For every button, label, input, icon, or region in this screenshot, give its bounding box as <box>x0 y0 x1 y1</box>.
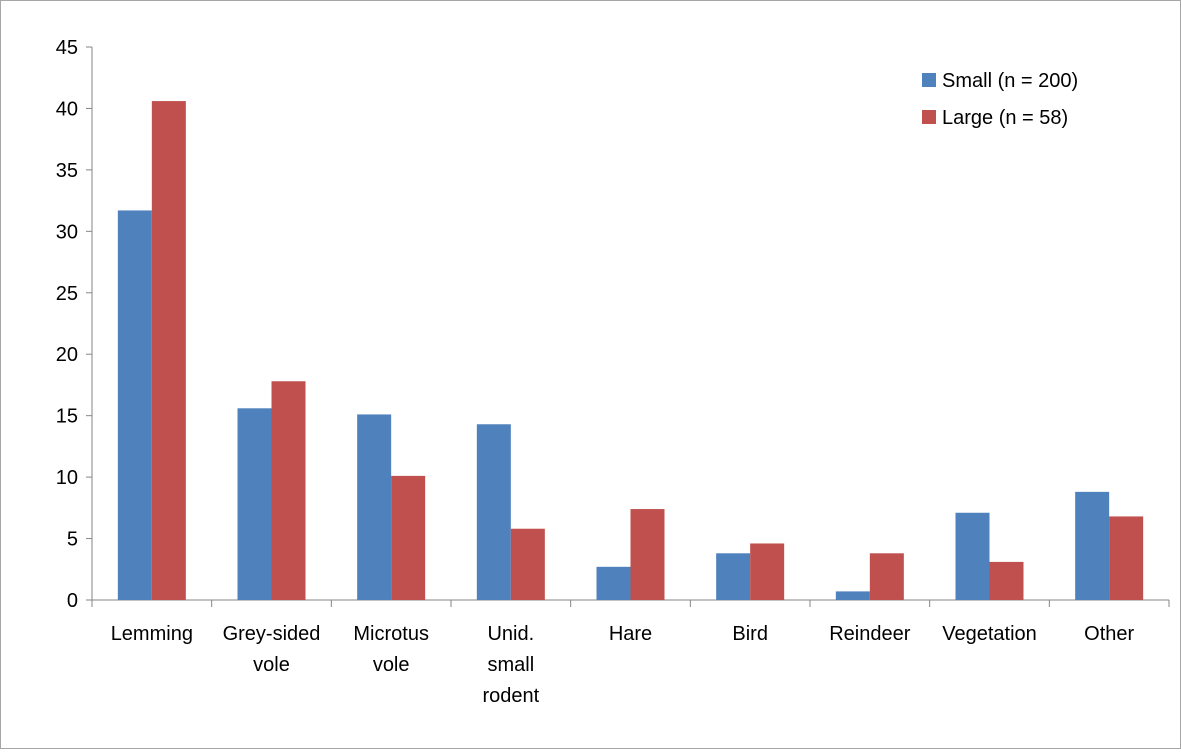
bars <box>117 101 1144 601</box>
x-tick-label: Vegetation <box>942 623 1037 645</box>
legend-label: Small (n = 200) <box>942 70 1078 92</box>
x-axis-labels: Lemming Grey-sided vole Microtus vole Unid. sm… <box>111 623 1135 707</box>
bar-large-other <box>1109 516 1144 600</box>
bar-small-hare <box>596 566 631 600</box>
legend-label: Large (n = 58) <box>942 107 1068 129</box>
legend-swatch <box>922 110 936 124</box>
bar-large-vegetation <box>989 561 1024 600</box>
y-tick-label: 45 <box>56 37 78 59</box>
y-tick-label: 35 <box>56 160 78 182</box>
x-tick-label: Reindeer <box>829 623 911 645</box>
bar-large-grey-sided-vole <box>271 381 306 600</box>
bar-large-lemming <box>151 101 186 601</box>
bar-large-bird <box>750 543 785 600</box>
bar-small-microtus-vole <box>357 414 392 600</box>
y-tick-label: 20 <box>56 344 78 366</box>
bar-small-grey-sided-vole <box>237 408 272 600</box>
y-tick-label: 40 <box>56 98 78 120</box>
x-tick-label: Microtus vole <box>353 623 429 676</box>
x-tick-label: Lemming <box>111 623 193 645</box>
legend-swatch <box>922 73 936 87</box>
bar-small-lemming <box>117 210 152 601</box>
bar-small-bird <box>716 553 751 600</box>
bar-small-vegetation <box>955 512 990 600</box>
bar-large-unid-small-rodent <box>510 528 545 600</box>
x-tick-label: Hare <box>609 623 652 645</box>
y-axis-ticks: 0 5 10 15 20 25 30 35 40 45 <box>56 37 92 612</box>
bar-large-reindeer <box>869 553 904 600</box>
legend: Small (n = 200) Large (n = 58) <box>922 70 1078 129</box>
y-tick-label: 30 <box>56 221 78 243</box>
bar-large-hare <box>630 509 665 600</box>
x-tick-label: Bird <box>732 623 768 645</box>
x-tick-label: Grey-sided vole <box>223 623 321 676</box>
bar-small-unid-small-rodent <box>476 424 511 600</box>
bar-small-reindeer <box>835 591 870 600</box>
bar-large-microtus-vole <box>391 475 426 600</box>
y-tick-label: 15 <box>56 406 78 428</box>
y-tick-label: 5 <box>67 529 78 551</box>
x-tick-label: Other <box>1084 623 1134 645</box>
x-tick-label: Unid. small rodent <box>482 623 539 707</box>
y-tick-label: 25 <box>56 283 78 305</box>
y-tick-label: 0 <box>67 590 78 612</box>
bar-small-other <box>1075 491 1110 600</box>
y-tick-label: 10 <box>56 467 78 489</box>
